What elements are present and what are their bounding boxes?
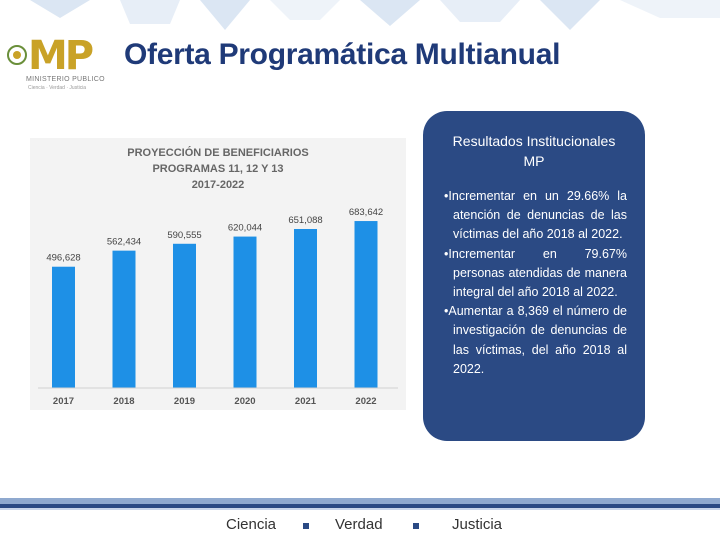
footer-stripe: [0, 498, 720, 510]
chart-bar: [52, 266, 75, 388]
results-panel: Resultados Institucionales MP •Increment…: [423, 111, 645, 441]
chart-tick-label: 2017: [53, 396, 74, 407]
chart-panel: PROYECCIÓN DE BENEFICIARIOS PROGRAMAS 11,…: [30, 138, 406, 410]
footer-dot: [303, 523, 309, 529]
footer-justicia: Justicia: [452, 516, 503, 533]
chart-tick-label: 2021: [295, 396, 317, 407]
logo-mark: MP: [28, 33, 94, 79]
chart-data-label: 562,434: [107, 237, 141, 248]
emblem-icon: [7, 45, 27, 65]
list-item: •Incrementar en un 29.66% la atención de…: [444, 189, 627, 242]
chart-bar: [294, 228, 317, 388]
top-decoration: [30, 0, 720, 30]
results-list: •Incrementar en un 29.66% la atención de…: [441, 187, 627, 379]
logo-name: MINISTERIO PUBLICO: [26, 76, 105, 83]
list-item: •Incrementar en 79.67% personas atendida…: [444, 246, 627, 300]
chart-title-line: PROYECCIÓN DE BENEFICIARIOS: [127, 146, 309, 159]
chart-bar: [173, 243, 196, 388]
footer-verdad: Verdad: [335, 516, 383, 533]
chart-bar: [233, 236, 257, 388]
chart-data-label: 651,088: [288, 215, 322, 226]
chart-title-line: PROGRAMAS 11, 12 Y 13: [152, 163, 283, 175]
list-item: •Aumentar a 8,369 el número de investiga…: [444, 304, 627, 376]
chart-bar: [112, 250, 136, 388]
results-heading: Resultados Institucionales MP: [452, 133, 616, 169]
logo: MP MINISTERIO PUBLICO Ciencia · Verdad ·…: [6, 34, 110, 98]
chart-tick-label: 2019: [174, 396, 195, 407]
chart-data-label: 590,555: [167, 230, 201, 241]
footer-dot: [413, 523, 419, 529]
chart-data-label: 620,044: [228, 223, 262, 234]
chart-data-label: 496,628: [46, 253, 80, 264]
footer: Ciencia Verdad Justicia: [0, 516, 720, 540]
chart-tick-label: 2018: [113, 396, 134, 407]
chart-tick-label: 2022: [355, 396, 376, 407]
bar-chart: PROYECCIÓN DE BENEFICIARIOS PROGRAMAS 11,…: [38, 146, 398, 407]
chart-bar: [354, 221, 378, 388]
chart-tick-label: 2020: [234, 396, 255, 407]
logo-tagline: Ciencia · Verdad · Justicia: [28, 85, 87, 91]
results-card: Resultados Institucionales MP •Increment…: [433, 127, 635, 425]
chart-title-line: 2017-2022: [192, 179, 245, 191]
chart-data-label: 683,642: [349, 207, 383, 218]
footer-ciencia: Ciencia: [226, 516, 277, 533]
page-title: Oferta Programática Multianual: [124, 38, 561, 71]
